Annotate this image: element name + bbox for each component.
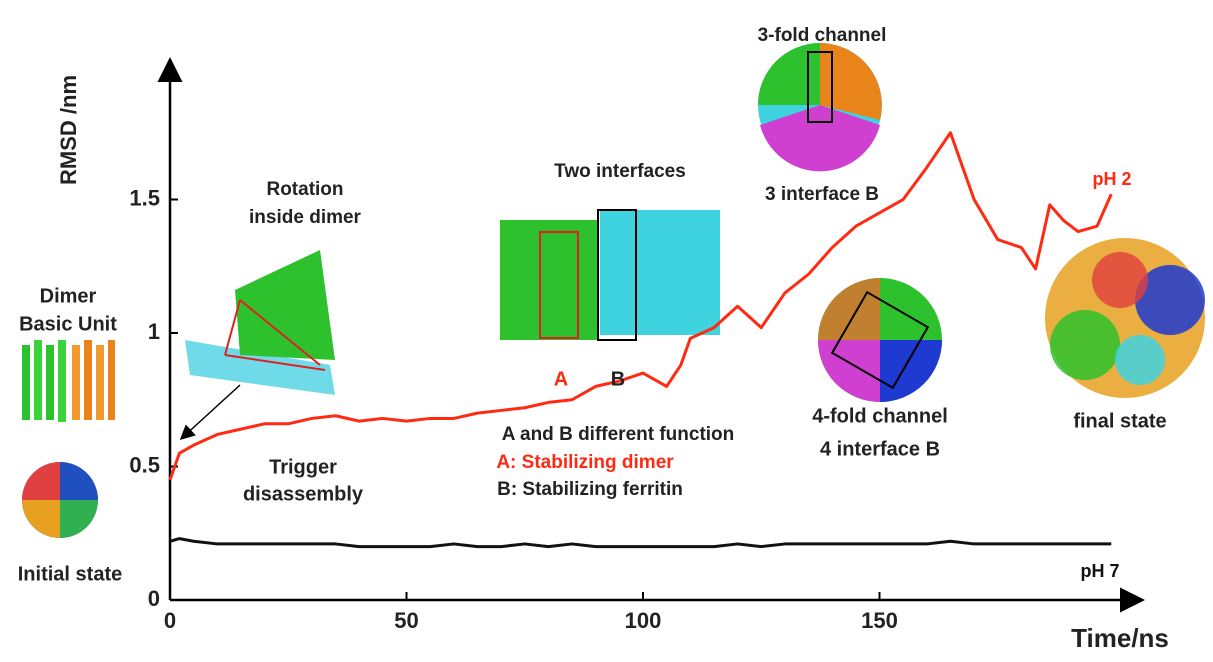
y-tick-label: 1.5 — [129, 185, 160, 210]
annotation: disassembly — [243, 483, 364, 505]
annotation: 4 interface B — [820, 438, 940, 460]
final-state-image — [1045, 238, 1205, 398]
annotation: 3 interface B — [765, 184, 879, 205]
chart: RMSD /nm Time/ns 0 0.5 1 1.5 0 50 100 150 pH 2 pH… — [0, 0, 1213, 662]
dimer-image — [22, 340, 115, 422]
series-line — [170, 539, 1111, 547]
interfaces-image — [500, 210, 720, 340]
x-tick-label: 50 — [394, 608, 418, 633]
series-label: pH 7 — [1080, 561, 1119, 581]
annotation: Initial state — [18, 563, 122, 585]
annotation: Basic Unit — [19, 313, 117, 335]
annotation: Rotation — [266, 179, 343, 200]
x-tick-label: 100 — [625, 608, 662, 633]
x-tick-label: 150 — [861, 608, 898, 633]
initial-state-image — [22, 462, 98, 538]
four-fold-image — [818, 278, 942, 402]
annotation: A: Stabilizing dimer — [496, 452, 674, 473]
series-label: pH 2 — [1092, 169, 1131, 189]
annotation: Dimer — [40, 285, 97, 307]
annotation: A and B different function — [502, 424, 735, 445]
annotation: inside dimer — [249, 207, 362, 228]
annotation: B — [611, 368, 625, 390]
y-axis-label: RMSD /nm — [56, 75, 81, 185]
annotation: 4-fold channel — [812, 405, 948, 427]
annotation: B: Stabilizing ferritin — [497, 479, 683, 500]
annotation: 3-fold channel — [758, 25, 887, 46]
x-axis-label: Time/ns — [1071, 623, 1169, 653]
annotation: Two interfaces — [554, 161, 686, 182]
annotation: A — [554, 368, 568, 390]
rotation-image — [185, 250, 335, 395]
y-tick-label: 1 — [148, 319, 160, 344]
x-tick-label: 0 — [164, 608, 176, 633]
y-tick-label: 0 — [148, 586, 160, 611]
three-fold-image — [758, 43, 882, 171]
annotation: Trigger — [269, 456, 337, 478]
annotation: final state — [1073, 410, 1166, 432]
y-tick-label: 0.5 — [129, 452, 160, 477]
